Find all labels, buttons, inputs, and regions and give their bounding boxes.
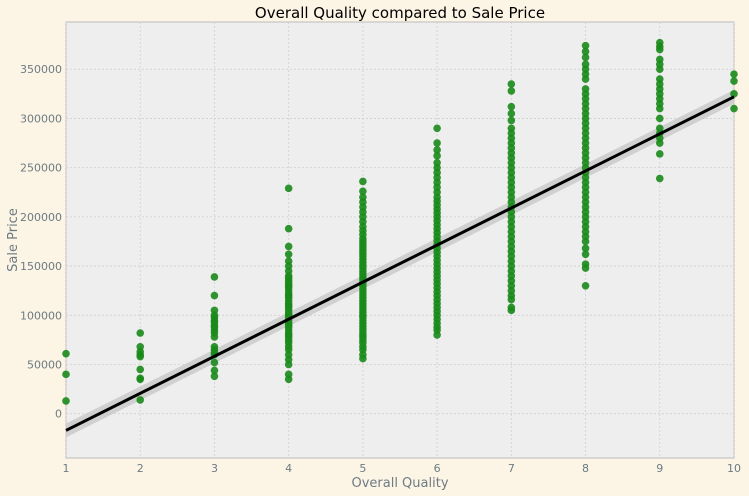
data-point xyxy=(730,104,738,113)
data-point xyxy=(210,366,219,375)
y-tick-label: 350000 xyxy=(20,63,62,76)
data-point xyxy=(730,77,738,85)
y-tick-label: 250000 xyxy=(20,162,62,175)
y-tick-label: 200000 xyxy=(20,211,62,224)
data-point xyxy=(210,273,219,281)
points-layer xyxy=(62,38,738,405)
y-tick-label: 0 xyxy=(55,408,62,421)
data-point xyxy=(433,146,441,154)
data-point xyxy=(62,397,70,405)
x-tick-label: 8 xyxy=(582,462,589,475)
data-point xyxy=(655,38,664,47)
data-point xyxy=(655,150,664,158)
data-point xyxy=(581,85,590,93)
data-point xyxy=(507,303,516,312)
y-tick-label: 50000 xyxy=(27,359,62,372)
data-point xyxy=(210,342,219,351)
x-tick-label: 5 xyxy=(359,462,366,475)
data-point xyxy=(284,184,293,193)
data-point xyxy=(62,349,70,358)
data-point xyxy=(433,152,441,160)
x-tick-label: 1 xyxy=(63,462,70,475)
data-point xyxy=(507,116,516,125)
data-point xyxy=(284,242,293,251)
y-axis-label: Sale Price xyxy=(6,208,21,272)
y-tick-label: 100000 xyxy=(20,309,62,322)
data-point xyxy=(507,87,516,95)
y-tick-labels: 0 50000 100000 150000 200000 250000 300000 3500… xyxy=(20,63,62,420)
plot-area xyxy=(65,21,735,459)
regression-line-layer xyxy=(65,95,735,432)
data-point xyxy=(507,124,516,133)
x-axis-label: Overall Quality xyxy=(351,476,448,491)
x-tick-label: 10 xyxy=(727,462,741,475)
data-point xyxy=(359,193,367,201)
data-point xyxy=(433,158,441,167)
x-tick-labels: 1 2 3 4 5 6 7 8 9 10 xyxy=(63,462,742,475)
data-point xyxy=(433,124,441,133)
y-tick-label: 150000 xyxy=(20,260,62,273)
data-point xyxy=(284,370,293,379)
chart-title: Overall Quality compared to Sale Price xyxy=(255,4,545,22)
data-point xyxy=(730,90,738,98)
data-point xyxy=(581,47,590,56)
data-point xyxy=(581,244,590,253)
data-point xyxy=(284,224,293,233)
data-point xyxy=(136,374,145,383)
data-point xyxy=(730,70,738,78)
data-point xyxy=(136,365,145,374)
data-point xyxy=(210,306,219,315)
data-point xyxy=(359,187,367,196)
data-point xyxy=(655,124,664,133)
regression-line xyxy=(65,95,735,432)
data-point xyxy=(284,257,293,265)
data-point xyxy=(284,250,293,259)
data-point xyxy=(136,396,145,404)
data-point xyxy=(581,41,590,50)
x-tick-label: 7 xyxy=(508,462,515,475)
data-point xyxy=(581,53,590,62)
data-point xyxy=(581,250,590,259)
data-point xyxy=(581,60,590,69)
data-point xyxy=(655,114,664,123)
data-point xyxy=(655,55,664,64)
data-point xyxy=(62,370,70,379)
data-point xyxy=(433,139,441,147)
x-tick-label: 3 xyxy=(211,462,218,475)
data-point xyxy=(507,102,516,111)
data-point xyxy=(655,174,664,183)
y-tick-label: 300000 xyxy=(20,112,62,125)
x-tick-label: 2 xyxy=(137,462,144,475)
data-point xyxy=(136,329,145,337)
x-tick-label: 6 xyxy=(434,462,441,475)
data-point xyxy=(359,177,367,186)
data-point xyxy=(507,109,516,118)
data-point xyxy=(210,358,219,367)
data-point xyxy=(581,260,590,268)
data-point xyxy=(136,342,145,351)
x-tick-label: 4 xyxy=(285,462,292,475)
data-point xyxy=(210,372,219,381)
data-point xyxy=(581,281,590,290)
data-point xyxy=(655,75,664,83)
data-point xyxy=(507,80,516,88)
x-tick-label: 9 xyxy=(656,462,663,475)
data-point xyxy=(210,291,219,300)
